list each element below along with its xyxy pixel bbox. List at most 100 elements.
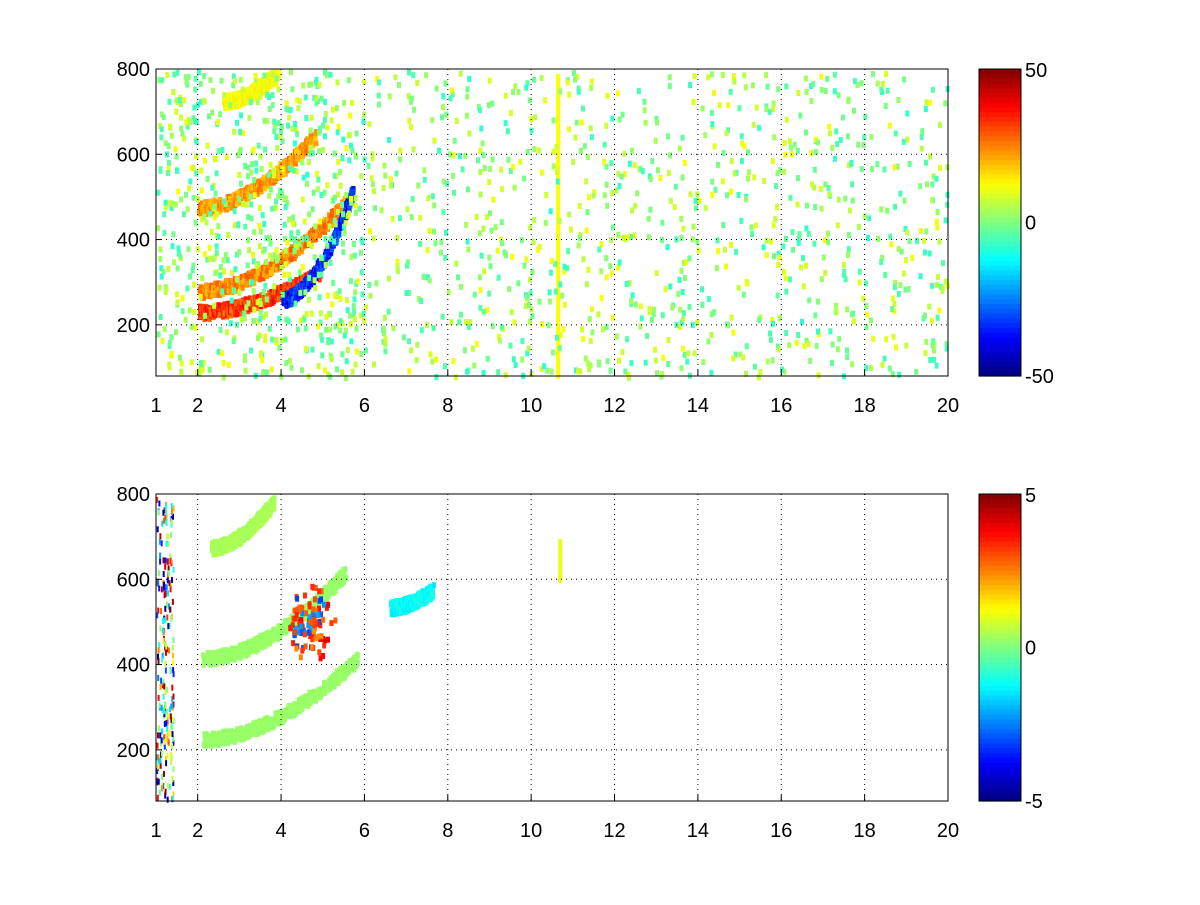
- heatmap-cell: [478, 107, 482, 113]
- heatmap-cell: [664, 286, 668, 292]
- heatmap-cell: [666, 244, 670, 250]
- heatmap-cell: [293, 141, 297, 147]
- heatmap-cell: [793, 142, 797, 148]
- heatmap-cell: [217, 234, 221, 240]
- colorbar-swatch: [979, 83, 1021, 88]
- heatmap-cell: [532, 146, 536, 152]
- heatmap-cell: [182, 211, 186, 217]
- heatmap-cell: [387, 309, 391, 315]
- heatmap-cell: [347, 132, 351, 138]
- heatmap-cell: [725, 130, 729, 136]
- heatmap-cell: [330, 356, 334, 362]
- heatmap-cell: [766, 84, 770, 90]
- heatmap-cell: [930, 197, 934, 203]
- heatmap-cell: [876, 236, 880, 242]
- heatmap-cell: [461, 166, 465, 172]
- heatmap-cell: [827, 185, 831, 191]
- colorbar-swatch: [979, 141, 1021, 146]
- heatmap-cell: [162, 230, 166, 236]
- heatmap-cell: [603, 142, 607, 148]
- heatmap-cell: [222, 92, 226, 98]
- colorbar-swatch: [979, 299, 1021, 304]
- heatmap-cell: [558, 218, 562, 224]
- heatmap-cell: [771, 106, 775, 112]
- heatmap-cell: [222, 269, 226, 275]
- heatmap-cell: [500, 186, 504, 192]
- heatmap-cell: [418, 241, 422, 247]
- heatmap-cell: [782, 169, 786, 175]
- heatmap-cell: [220, 288, 224, 294]
- heatmap-cell: [928, 357, 932, 363]
- heatmap-cell: [560, 293, 564, 299]
- heatmap-cell: [577, 89, 581, 95]
- heatmap-cell: [329, 260, 333, 266]
- colorbar-swatch: [979, 179, 1021, 184]
- heatmap-cell: [442, 209, 446, 215]
- heatmap-cell: [605, 275, 609, 281]
- heatmap-cell: [695, 320, 699, 326]
- heatmap-cell: [871, 336, 875, 342]
- heatmap-cell: [655, 270, 659, 276]
- heatmap-cell: [851, 198, 855, 204]
- heatmap-cell: [267, 193, 271, 199]
- heatmap-cell: [254, 73, 258, 79]
- colorbar-swatch: [979, 112, 1021, 117]
- heatmap-cell: [235, 277, 239, 283]
- heatmap-cell: [847, 97, 851, 103]
- heatmap-cell: [487, 255, 491, 261]
- heatmap-cell: [847, 232, 851, 238]
- heatmap-cell: [232, 129, 236, 135]
- heatmap-cell: [299, 318, 303, 324]
- heatmap-cell: [349, 278, 353, 284]
- y-tick-label: 200: [117, 315, 150, 337]
- heatmap-cell: [324, 111, 328, 117]
- heatmap-cell: [420, 327, 424, 333]
- heatmap-cell: [347, 157, 351, 163]
- heatmap-cell: [898, 191, 902, 197]
- heatmap-cell: [496, 369, 500, 375]
- heatmap-cell: [737, 105, 741, 111]
- heatmap-cell: [669, 198, 673, 204]
- heatmap-cell: [654, 358, 658, 364]
- heatmap-cell: [373, 205, 377, 211]
- colorbar-swatch: [979, 218, 1021, 223]
- heatmap-cell: [510, 309, 514, 315]
- heatmap-cell: [407, 118, 411, 124]
- heatmap-cell: [247, 247, 251, 253]
- heatmap-cell: [182, 97, 186, 103]
- heatmap-cell: [372, 362, 376, 368]
- heatmap-cell: [459, 284, 463, 290]
- heatmap-cell: [588, 316, 592, 322]
- heatmap-cell: [405, 206, 409, 212]
- heatmap-cell: [633, 203, 637, 209]
- heatmap-cell: [667, 170, 671, 176]
- colorbar-swatch: [979, 318, 1021, 323]
- heatmap-cell: [178, 97, 182, 103]
- heatmap-cell: [330, 302, 334, 308]
- heatmap-cell: [817, 372, 821, 378]
- heatmap-cell: [587, 194, 591, 200]
- heatmap-cell: [336, 159, 340, 165]
- heatmap-cell: [846, 133, 850, 139]
- heatmap-cell: [732, 330, 736, 336]
- heatmap-cell: [437, 148, 441, 154]
- heatmap-cell: [809, 150, 813, 156]
- heatmap-cell: [263, 147, 267, 153]
- heatmap-cell: [710, 121, 714, 127]
- heatmap-cell: [326, 339, 330, 345]
- heatmap-cell: [284, 261, 288, 267]
- heatmap-cell: [201, 367, 205, 373]
- heatmap-cell: [496, 248, 500, 254]
- heatmap-cell: [716, 248, 720, 254]
- heatmap-cell: [269, 241, 273, 247]
- heatmap-cell: [888, 366, 892, 372]
- heatmap-cell: [618, 260, 622, 266]
- heatmap-cell: [249, 170, 253, 176]
- heatmap-cell: [333, 151, 337, 157]
- colorbar-swatch: [979, 237, 1021, 242]
- heatmap-cell: [681, 226, 685, 232]
- heatmap-cell: [573, 77, 577, 83]
- heatmap-cell: [321, 123, 325, 129]
- heatmap-cell: [540, 75, 544, 81]
- heatmap-cell: [160, 338, 164, 344]
